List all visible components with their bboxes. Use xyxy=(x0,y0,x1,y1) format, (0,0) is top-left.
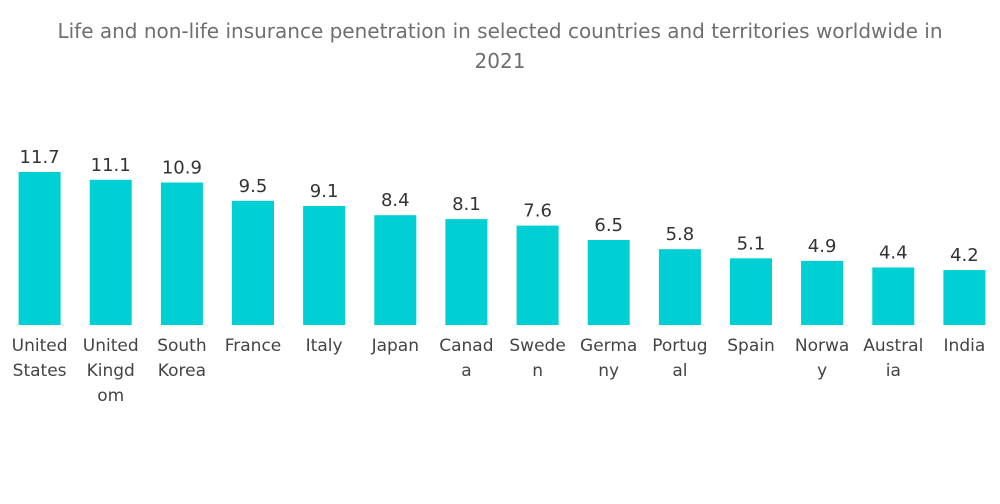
value-label: 4.2 xyxy=(950,245,979,266)
x-tick-label: Italy xyxy=(306,336,343,356)
value-label: 5.8 xyxy=(666,224,695,245)
x-tick-label: Portug al xyxy=(652,336,707,381)
bar-canada xyxy=(445,219,488,325)
bar-spain xyxy=(730,258,772,325)
x-tick-label: Canad a xyxy=(439,336,493,381)
value-label: 8.4 xyxy=(381,190,410,211)
x-tick-label: Japan xyxy=(371,336,419,356)
bar-norway xyxy=(801,260,844,325)
value-label: 8.1 xyxy=(452,194,481,215)
x-tick-label: France xyxy=(225,336,282,356)
value-label: 9.1 xyxy=(310,181,339,202)
x-axis-labels-group: United States United Kingd om South Korea Franc… xyxy=(12,336,986,406)
chart-title: Life and non-life insurance penetration … xyxy=(0,16,1000,76)
bar-portugal xyxy=(658,249,701,325)
bar-india xyxy=(943,270,986,325)
value-label: 11.1 xyxy=(91,155,131,176)
bar-united-kingdom xyxy=(89,179,132,325)
value-label: 10.9 xyxy=(162,158,202,179)
bar-south-korea xyxy=(160,182,203,325)
x-tick-label: Germa ny xyxy=(580,336,637,381)
bar-australia xyxy=(872,267,915,325)
value-label: 5.1 xyxy=(737,233,766,254)
bar-united-states xyxy=(18,172,61,325)
x-tick-label: United Kingd om xyxy=(83,336,139,406)
chart-title-line-1: Life and non-life insurance penetration … xyxy=(57,19,943,43)
value-label: 6.5 xyxy=(594,215,623,236)
value-label: 4.4 xyxy=(879,243,908,264)
x-tick-label: Spain xyxy=(727,336,775,356)
value-label: 7.6 xyxy=(523,201,552,222)
bar-japan xyxy=(374,215,417,325)
value-label: 11.7 xyxy=(20,147,60,168)
bar-germany xyxy=(587,240,630,325)
x-tick-label: Swede n xyxy=(509,336,565,381)
bars-group xyxy=(18,172,986,325)
value-label: 4.9 xyxy=(808,236,837,257)
value-label: 9.5 xyxy=(239,176,268,197)
chart-title-line-2: 2021 xyxy=(474,49,526,73)
value-labels-group: 11.7 11.1 10.9 9.5 9.1 8.4 8.1 7.6 6.5 5.8 5.1 4.9 4… xyxy=(20,147,979,266)
bar-france xyxy=(232,200,274,325)
x-tick-label: India xyxy=(944,336,986,356)
x-tick-label: Norwa y xyxy=(795,336,849,381)
x-tick-label: South Korea xyxy=(157,336,206,381)
bar-sweden xyxy=(516,225,559,325)
x-tick-label: United States xyxy=(12,336,68,381)
bar-italy xyxy=(303,206,346,325)
x-tick-label: Austral ia xyxy=(863,336,923,381)
